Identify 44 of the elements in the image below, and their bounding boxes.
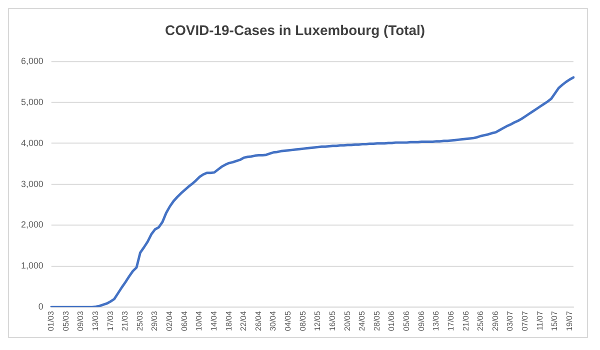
x-tick-label: 26/04 [254, 310, 263, 332]
y-tick-label: 1,000 [21, 260, 44, 271]
x-tick-label: 18/04 [224, 310, 234, 332]
x-tick-label: 11/07 [535, 310, 544, 330]
x-tick-label: 24/05 [358, 310, 367, 332]
y-tick-label: 6,000 [21, 56, 44, 66]
x-tick-label: 21/03 [120, 310, 130, 332]
x-tick-label: 07/07 [520, 310, 530, 332]
y-tick-label: 2,000 [21, 220, 44, 230]
x-tick-label: 28/05 [372, 310, 382, 332]
x-tick-label: 12/05 [313, 310, 322, 332]
x-tick-label: 20/05 [342, 310, 352, 332]
x-tick-label: 10/04 [194, 310, 204, 332]
x-tick-label: 05/03 [61, 310, 70, 332]
x-tick-label: 17/03 [106, 310, 115, 332]
x-tick-label: 09/03 [76, 310, 86, 332]
x-tick-label: 13/06 [432, 310, 441, 332]
y-tick-label: 5,000 [21, 96, 44, 107]
x-tick-label: 01/06 [387, 310, 396, 332]
x-tick-label: 17/06 [446, 310, 456, 332]
x-tick-label: 29/06 [490, 310, 500, 332]
chart-title: COVID-19-Cases in Luxembourg (Total) [165, 22, 426, 38]
x-tick-label: 04/05 [284, 310, 293, 332]
x-tick-label: 01/03 [46, 310, 56, 332]
y-tick-label: 0 [38, 302, 44, 312]
y-tick-label: 3,000 [21, 178, 44, 189]
x-tick-label: 03/07 [506, 310, 515, 332]
x-tick-label: 30/04 [268, 310, 278, 332]
x-tick-label: 06/04 [180, 310, 189, 332]
x-tick-label: 25/03 [135, 310, 144, 332]
x-tick-label: 22/04 [239, 310, 248, 332]
x-tick-label: 02/04 [165, 310, 174, 332]
y-tick-label: 4,000 [21, 138, 44, 148]
x-tick-label: 15/07 [550, 310, 560, 332]
x-tick-label: 21/06 [461, 310, 470, 332]
x-tick-label: 09/06 [416, 310, 426, 332]
x-tick-label: 25/06 [476, 310, 486, 332]
x-tick-label: 16/05 [328, 310, 337, 332]
x-tick-label: 05/06 [402, 310, 412, 332]
x-tick-label: 13/03 [90, 310, 100, 332]
x-tick-label: 19/07 [564, 310, 574, 332]
x-tick-label: 29/03 [150, 310, 160, 332]
x-tick-label: 14/04 [209, 310, 218, 332]
x-tick-label: 08/05 [298, 310, 308, 332]
